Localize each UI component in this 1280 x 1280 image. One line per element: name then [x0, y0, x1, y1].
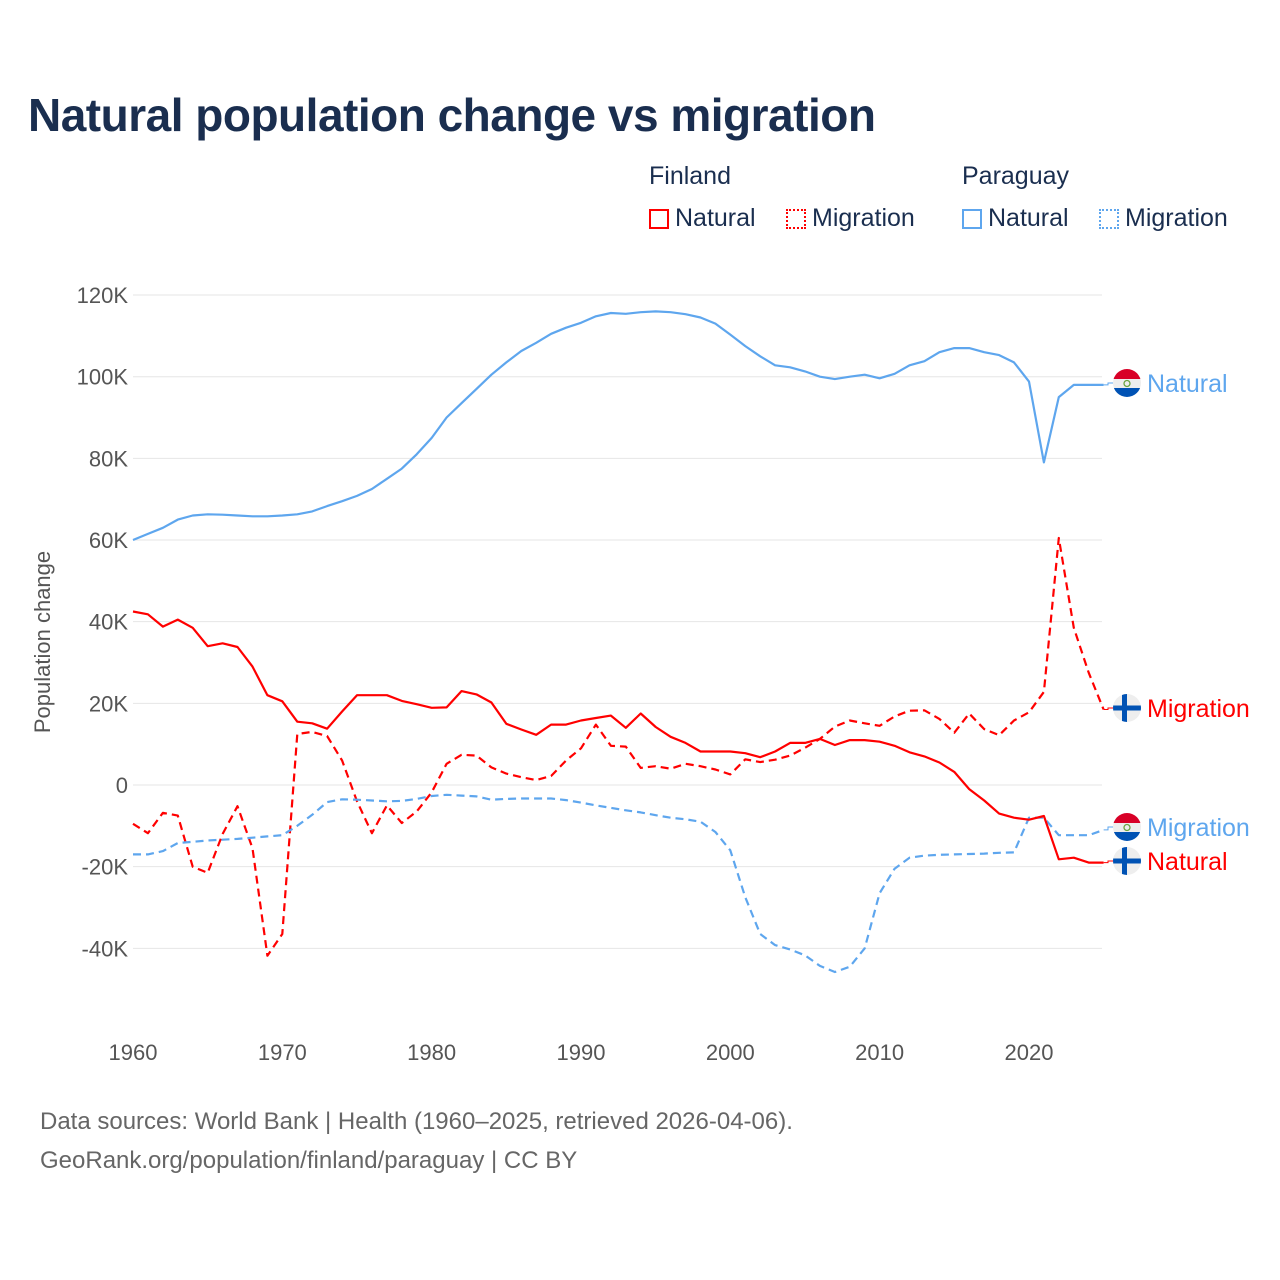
y-tick-label: 120K [77, 283, 129, 308]
paraguay-flag-icon [1113, 813, 1141, 841]
legend-swatch-dotted [1099, 208, 1119, 229]
y-tick-label: -40K [82, 936, 129, 961]
legend-label: Migration [812, 204, 915, 232]
label-connector [1103, 382, 1115, 386]
flag-body [1113, 847, 1141, 875]
flag-red [1113, 369, 1141, 379]
flag-blue [1113, 832, 1141, 841]
legend-paraguay-migration[interactable]: Migration [1099, 204, 1228, 233]
flag-blue [1113, 388, 1141, 397]
flag-white [1113, 823, 1141, 832]
legend-paraguay: Paraguay Natural Migration [962, 162, 1228, 232]
flag-cross-v [1122, 694, 1127, 722]
source-line-1: Data sources: World Bank | Health (1960–… [40, 1108, 793, 1135]
y-tick-label: 80K [89, 446, 128, 471]
label-connector [1103, 826, 1115, 831]
legend-label: Natural [675, 204, 756, 232]
flag-red [1113, 813, 1141, 823]
y-tick-label: 0 [116, 773, 128, 798]
source-line-2[interactable]: GeoRank.org/population/finland/paraguay … [40, 1147, 578, 1174]
legend-label: Natural [988, 204, 1069, 232]
x-tick-label: 1970 [258, 1040, 307, 1065]
flag-emblem [1123, 379, 1131, 388]
flag-white [1113, 379, 1141, 388]
chart-title: Natural population change vs migration [28, 89, 876, 141]
label-connector [1103, 860, 1115, 864]
legend-swatch-solid [649, 208, 669, 229]
finland-flag-icon [1113, 847, 1141, 875]
flag-body [1113, 813, 1141, 841]
x-tick-label: 1960 [109, 1040, 158, 1065]
legend-swatch-solid [962, 208, 982, 229]
y-tick-label: -20K [82, 855, 129, 880]
flag-body [1113, 369, 1141, 397]
series-line-finland-natural [132, 610, 1104, 864]
series-line-paraguay-natural [132, 310, 1104, 542]
legend-finland-natural[interactable]: Natural [649, 204, 756, 233]
series-end-label: Natural [1147, 370, 1228, 398]
y-tick-label: 20K [89, 691, 128, 716]
flag-emblem [1123, 823, 1131, 832]
y-axis-label: Population change [30, 551, 55, 733]
series-line-finland-migration [132, 536, 1105, 957]
y-tick-label: 40K [89, 610, 128, 635]
legend-group-title: Finland [649, 162, 731, 190]
legend-group-title: Paraguay [962, 162, 1070, 190]
x-tick-label: 2010 [855, 1040, 904, 1065]
legend-paraguay-natural[interactable]: Natural [962, 204, 1069, 233]
x-tick-label: 1990 [557, 1040, 606, 1065]
label-connector [1103, 707, 1115, 710]
series-line-paraguay-migration [133, 793, 1104, 974]
legend-swatch-dotted [786, 208, 806, 229]
series-end-label: Migration [1147, 695, 1250, 723]
y-tick-label: 60K [89, 528, 128, 553]
legend-finland: Finland Natural Migration [649, 162, 915, 232]
x-tick-label: 1980 [407, 1040, 456, 1065]
flag-body [1113, 694, 1141, 722]
legend-finland-migration[interactable]: Migration [786, 204, 915, 233]
legend-label: Migration [1125, 204, 1228, 232]
series-end-label: Migration [1147, 814, 1250, 842]
x-tick-label: 2020 [1005, 1040, 1054, 1065]
y-tick-label: 100K [77, 365, 129, 390]
paraguay-flag-icon [1113, 369, 1141, 397]
x-tick-label: 2000 [706, 1040, 755, 1065]
finland-flag-icon [1113, 694, 1141, 722]
series-end-label: Natural [1147, 848, 1228, 876]
flag-cross-v [1122, 847, 1127, 875]
